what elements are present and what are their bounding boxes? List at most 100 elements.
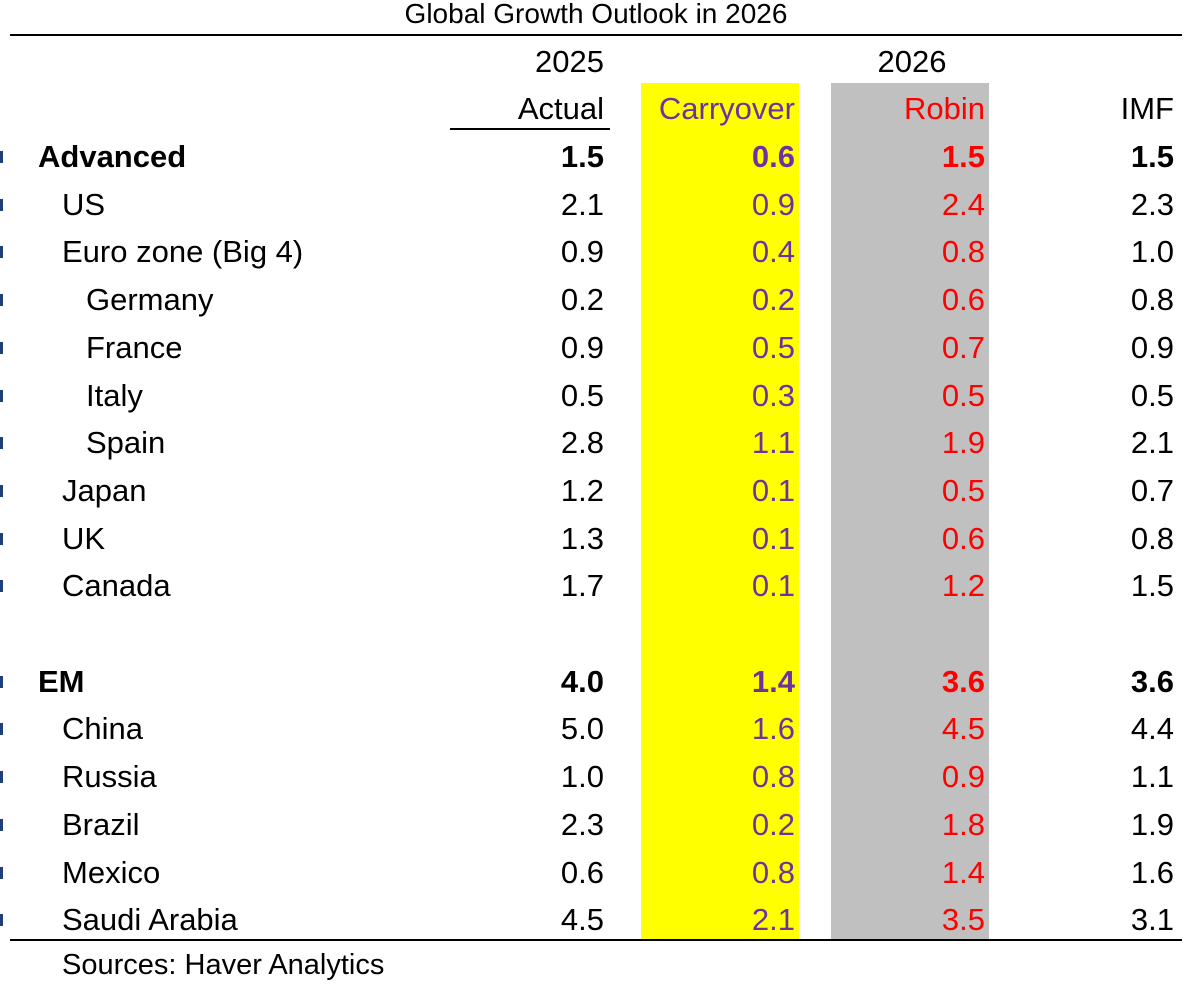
cell-imf: 0.8: [1130, 520, 1174, 556]
cell-imf: 1.5: [1130, 139, 1174, 174]
cell-imf: 4.4: [1130, 711, 1174, 747]
column-header-actual: Actual: [517, 91, 604, 126]
cell-imf: 1.1: [1130, 759, 1174, 795]
cell-robin: 3.5: [941, 902, 985, 938]
cropped-edge-mark: [0, 723, 3, 736]
row-label: UK: [62, 520, 106, 556]
row-label: Japan: [62, 472, 147, 508]
cell-robin: 0.6: [941, 520, 985, 556]
cell-robin: 0.7: [941, 329, 985, 365]
source-note: Sources: Haver Analytics: [62, 949, 385, 981]
cell-robin: 0.9: [941, 759, 985, 795]
cell-actual: 0.5: [560, 377, 604, 413]
cropped-edge-mark: [0, 294, 3, 307]
row-label: Mexico: [62, 854, 161, 890]
row-label: Russia: [62, 759, 157, 795]
cell-carryover: 1.1: [751, 425, 795, 461]
row-label: Germany: [86, 282, 214, 318]
cropped-edge-mark: [0, 341, 3, 354]
cell-robin: 1.2: [941, 568, 985, 604]
row-label: Brazil: [62, 806, 140, 842]
cell-carryover: 0.6: [751, 139, 795, 174]
cell-actual: 0.9: [560, 329, 604, 365]
cropped-edge-mark: [0, 771, 3, 784]
header-group-2025: 2025: [535, 44, 604, 79]
cell-imf: 1.9: [1130, 806, 1174, 842]
cell-imf: 0.7: [1130, 472, 1174, 508]
cropped-edge-mark: [0, 484, 3, 497]
cell-carryover: 0.8: [751, 759, 795, 795]
cropped-edge-mark: [0, 914, 3, 927]
cell-carryover: 0.1: [751, 472, 795, 508]
cell-actual: 1.7: [560, 568, 604, 604]
robin-highlight-band: [831, 83, 989, 941]
cell-imf: 1.6: [1130, 854, 1174, 890]
column-header-carryover: Carryover: [658, 91, 795, 126]
cell-imf: 1.0: [1130, 234, 1174, 270]
carryover-highlight-band: [641, 83, 799, 941]
cropped-edge-mark: [0, 198, 3, 211]
cell-robin: 1.8: [941, 806, 985, 842]
row-label: France: [86, 329, 183, 365]
row-label: Euro zone (Big 4): [62, 234, 304, 270]
cell-carryover: 1.4: [751, 663, 795, 699]
cell-carryover: 0.9: [751, 186, 795, 222]
cropped-edge-mark: [0, 389, 3, 402]
cropped-edge-mark: [0, 866, 3, 879]
cell-actual: 2.1: [560, 186, 604, 222]
cell-imf: 0.5: [1130, 377, 1174, 413]
cell-robin: 0.5: [941, 472, 985, 508]
cropped-edge-mark: [0, 818, 3, 831]
column-header-robin: Robin: [904, 91, 985, 126]
cell-actual: 1.0: [560, 759, 604, 795]
cell-robin: 1.9: [941, 425, 985, 461]
cell-carryover: 0.1: [751, 520, 795, 556]
cropped-edge-mark: [0, 151, 3, 163]
cell-actual: 1.5: [560, 139, 604, 174]
cell-actual: 0.6: [560, 854, 604, 890]
cell-robin: 3.6: [941, 663, 985, 699]
row-label: Spain: [86, 425, 166, 461]
cell-actual: 0.2: [560, 282, 604, 318]
cell-imf: 0.8: [1130, 282, 1174, 318]
cell-carryover: 0.2: [751, 806, 795, 842]
column-header-imf: IMF: [1120, 91, 1174, 126]
cropped-edge-mark: [0, 580, 3, 593]
cell-actual: 0.9: [560, 234, 604, 270]
cell-carryover: 0.2: [751, 282, 795, 318]
cell-actual: 2.3: [560, 806, 604, 842]
cell-robin: 4.5: [941, 711, 985, 747]
row-label: US: [62, 186, 106, 222]
cell-actual: 2.8: [560, 425, 604, 461]
row-label: Canada: [62, 568, 171, 604]
cell-carryover: 0.3: [751, 377, 795, 413]
cropped-edge-mark: [0, 532, 3, 545]
cell-robin: 1.5: [941, 139, 985, 174]
cell-actual: 1.2: [560, 472, 604, 508]
bottom-rule: [10, 939, 1182, 941]
cell-robin: 2.4: [941, 186, 985, 222]
cell-actual: 5.0: [560, 711, 604, 747]
row-label: Italy: [86, 377, 143, 413]
cell-carryover: 0.4: [751, 234, 795, 270]
cell-actual: 4.0: [560, 663, 604, 699]
cell-robin: 0.5: [941, 377, 985, 413]
cropped-edge-mark: [0, 675, 3, 688]
cell-carryover: 0.8: [751, 854, 795, 890]
cell-imf: 0.9: [1130, 329, 1174, 365]
cell-imf: 3.1: [1130, 902, 1174, 938]
top-rule: [10, 34, 1182, 36]
row-label: EM: [38, 663, 85, 699]
cell-imf: 2.1: [1130, 425, 1174, 461]
header-group-2026: 2026: [877, 44, 947, 79]
row-label: Saudi Arabia: [62, 902, 238, 938]
cell-robin: 0.8: [941, 234, 985, 270]
cell-carryover: 1.6: [751, 711, 795, 747]
table-title: Global Growth Outlook in 2026: [404, 0, 788, 29]
row-label: Advanced: [38, 139, 187, 174]
header-rule-2025: [450, 128, 610, 130]
cell-imf: 2.3: [1130, 186, 1174, 222]
cropped-edge-mark: [0, 437, 3, 450]
cell-actual: 4.5: [560, 902, 604, 938]
cropped-edge-mark: [0, 246, 3, 259]
